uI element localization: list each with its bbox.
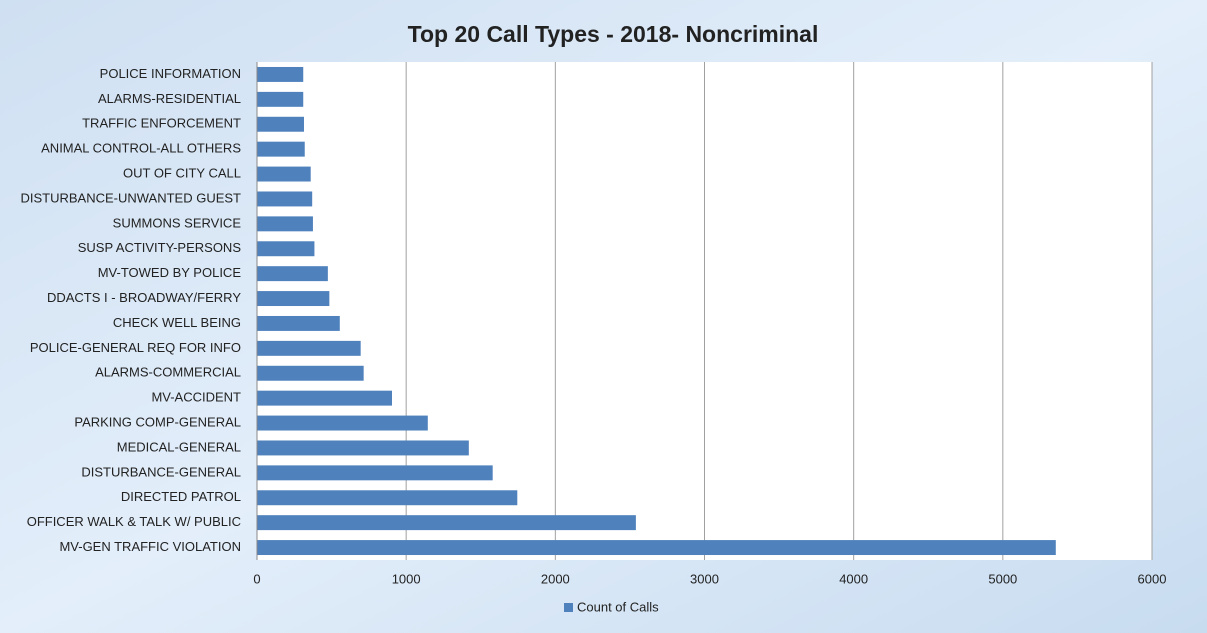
bar bbox=[257, 116, 304, 132]
bar bbox=[257, 315, 340, 331]
y-tick-label: DISTURBANCE-UNWANTED GUEST bbox=[20, 190, 241, 205]
y-tick-label: MV-ACCIDENT bbox=[151, 390, 241, 405]
y-tick-label: ANIMAL CONTROL-ALL OTHERS bbox=[41, 141, 241, 156]
y-tick-label: TRAFFIC ENFORCEMENT bbox=[82, 116, 241, 131]
y-tick-label: MEDICAL-GENERAL bbox=[117, 439, 241, 454]
y-tick-label: OFFICER WALK & TALK W/ PUBLIC bbox=[27, 514, 241, 529]
x-tick-label: 5000 bbox=[988, 571, 1017, 586]
y-tick-label: MV-TOWED BY POLICE bbox=[98, 265, 242, 280]
y-tick-label: SUSP ACTIVITY-PERSONS bbox=[78, 240, 242, 255]
bar bbox=[257, 465, 493, 481]
x-tick-label: 1000 bbox=[392, 571, 421, 586]
chart-title: Top 20 Call Types - 2018- Noncriminal bbox=[408, 21, 819, 47]
legend-swatch bbox=[564, 603, 573, 612]
y-tick-label: SUMMONS SERVICE bbox=[113, 215, 242, 230]
bar bbox=[257, 515, 636, 531]
bar bbox=[257, 191, 313, 207]
bar bbox=[257, 241, 315, 257]
x-tick-label: 0 bbox=[253, 571, 260, 586]
y-tick-label: DISTURBANCE-GENERAL bbox=[81, 464, 241, 479]
y-tick-label: ALARMS-COMMERCIAL bbox=[95, 365, 241, 380]
bar bbox=[257, 266, 328, 282]
bar bbox=[257, 340, 361, 356]
bar bbox=[257, 166, 311, 182]
bar bbox=[257, 440, 469, 456]
y-tick-label: MV-GEN TRAFFIC VIOLATION bbox=[59, 539, 241, 554]
bar bbox=[257, 141, 305, 157]
legend-label: Count of Calls bbox=[577, 599, 659, 614]
x-tick-label: 6000 bbox=[1138, 571, 1167, 586]
y-tick-label: PARKING COMP-GENERAL bbox=[74, 414, 241, 429]
x-tick-label: 3000 bbox=[690, 571, 719, 586]
y-tick-label: CHECK WELL BEING bbox=[113, 315, 241, 330]
y-tick-label: POLICE INFORMATION bbox=[100, 66, 241, 81]
bar bbox=[257, 91, 304, 107]
bar bbox=[257, 66, 304, 82]
bar bbox=[257, 415, 428, 431]
bar bbox=[257, 291, 330, 307]
x-tick-label: 2000 bbox=[541, 571, 570, 586]
bar bbox=[257, 365, 364, 381]
y-tick-label: DDACTS I - BROADWAY/FERRY bbox=[47, 290, 241, 305]
bar bbox=[257, 216, 313, 232]
bar bbox=[257, 490, 518, 506]
bar bbox=[257, 390, 392, 406]
y-tick-label: OUT OF CITY CALL bbox=[123, 165, 241, 180]
bar bbox=[257, 540, 1056, 556]
y-tick-label: DIRECTED PATROL bbox=[121, 489, 241, 504]
y-tick-label: ALARMS-RESIDENTIAL bbox=[98, 91, 241, 106]
x-tick-label: 4000 bbox=[839, 571, 868, 586]
y-tick-label: POLICE-GENERAL REQ FOR INFO bbox=[30, 340, 241, 355]
